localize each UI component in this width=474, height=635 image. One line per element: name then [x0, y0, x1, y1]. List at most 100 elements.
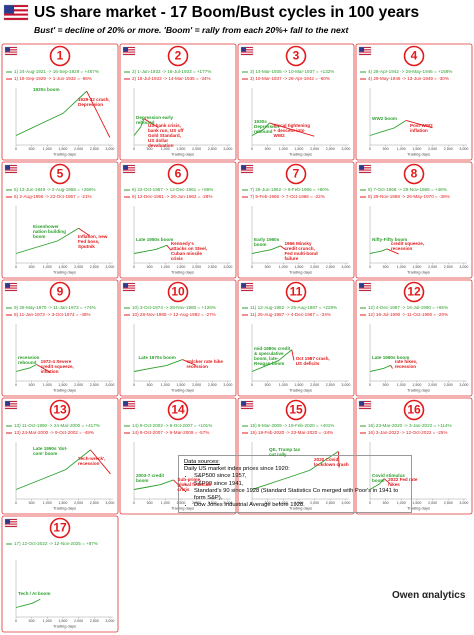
x-tick-label: 2,000 [192, 147, 201, 151]
flag-stripe [359, 285, 371, 287]
x-tick-label: 0 [369, 383, 371, 387]
annotation: 1972-4 Severe credit squeeze, inflation [40, 359, 74, 374]
x-axis-label: Trading days [289, 270, 312, 275]
annotation: 'tech-wreck', recession [78, 455, 106, 466]
series-line [166, 245, 172, 251]
flag-stripe [241, 402, 253, 404]
series-line [251, 245, 281, 254]
flag-stripe [359, 402, 371, 404]
series-line [369, 120, 407, 136]
flag-stripe [123, 169, 135, 171]
flag-stripe [241, 49, 253, 51]
flag-stripe [359, 169, 371, 171]
flag-canton [359, 283, 365, 288]
flag-stripe [5, 524, 17, 526]
panel-number: 9 [57, 285, 64, 299]
legend-entry: 7) 26-Jun-1962 -> 9-Feb-1966 = +80% [250, 187, 329, 192]
x-tick-label: 1,500 [176, 265, 185, 269]
x-tick-label: 2,000 [310, 265, 319, 269]
legend-entry: 1) 24-Aug-1921 -> 16-Sep-1929 = +467% [14, 69, 99, 74]
flag-canton [5, 47, 11, 52]
flag-stripe [5, 521, 17, 523]
number-circle [167, 45, 189, 67]
flag-stripe [123, 404, 135, 406]
x-tick-label: 0 [251, 383, 253, 387]
annotation: 1929-32 crash, Depression [78, 97, 110, 108]
x-tick-label: 1,000 [43, 265, 52, 269]
flag-stripe [241, 47, 253, 49]
x-axis-label: Trading days [407, 506, 430, 511]
annotation: Late 1950s boom [136, 237, 174, 242]
flag-border [358, 400, 372, 410]
sources-intro: Daily US market index prices since 1920: [184, 466, 290, 473]
flag-stripe [359, 53, 371, 55]
flag-stripe [123, 402, 135, 404]
x-tick-label: 1,500 [412, 147, 421, 151]
panel [1, 397, 119, 515]
series-line [390, 365, 393, 369]
flag-stripe [5, 520, 17, 522]
x-tick-label: 3,000 [105, 383, 114, 387]
x-tick-label: 0 [133, 147, 135, 151]
flag-stripe [359, 284, 371, 286]
number-circle [49, 517, 71, 539]
x-tick-label: 2,500 [208, 501, 217, 505]
legend-entry: 9) 26-May-1970 -> 11-Jan-1973 = +74% [14, 305, 96, 310]
flag-stripe [4, 9, 28, 12]
x-tick-label: 2,500 [444, 147, 453, 151]
panel [237, 279, 355, 397]
annotation: Fiscal tightening + descent into WW2 [273, 123, 311, 138]
x-tick-label: 1,000 [397, 501, 406, 505]
legend-entry: 2) 1-Jun-1932 -> 18-Jul-1933 = +177% [132, 69, 211, 74]
x-tick-label: 2,000 [310, 383, 319, 387]
legend-entry: 15) 19-Feb-2020 -> 23-Mar-2020 = -34% [250, 430, 333, 435]
x-tick-label: 0 [15, 147, 17, 151]
x-tick-label: 2,000 [74, 383, 83, 387]
flag-stripe [5, 167, 17, 169]
annotation: Post-WW2 inflation [409, 123, 433, 133]
flag-stripe [123, 49, 135, 51]
x-tick-label: 2,500 [90, 147, 99, 151]
series-line [369, 364, 391, 372]
x-tick-label: 500 [147, 501, 153, 505]
x-tick-label: 2,500 [444, 501, 453, 505]
annotation: 2022 Fed rate hikes [388, 477, 418, 487]
legend-entry: 12) 4-Dec-1987 -> 16-Jul-1990 = +65% [368, 305, 448, 310]
x-tick-label: 0 [369, 501, 371, 505]
x-axis-label: Trading days [407, 388, 430, 393]
x-tick-label: 3,000 [223, 383, 232, 387]
x-axis-label: Trading days [53, 270, 76, 275]
flag-stripe [359, 401, 371, 403]
flag-stripe [5, 407, 17, 409]
flag-canton [5, 519, 11, 524]
series-line [269, 122, 315, 137]
x-tick-label: 2,500 [326, 383, 335, 387]
flag-stripe [5, 522, 17, 524]
x-tick-label: 500 [29, 619, 35, 623]
legend-entry: 5) 13-Jun-1949 -> 2-Aug-1956 = +266% [14, 187, 96, 192]
flag-canton [241, 47, 247, 52]
flag-stripe [123, 50, 135, 52]
panel-number: 17 [53, 521, 67, 535]
x-tick-label: 1,000 [43, 501, 52, 505]
flag-stripe [241, 170, 253, 172]
x-tick-label: 2,000 [192, 265, 201, 269]
x-tick-label: 1,500 [412, 383, 421, 387]
x-tick-label: 1,000 [161, 265, 170, 269]
legend-entry: 16) 3-Jan-2022 -> 12-Oct-2022 = -25% [368, 430, 447, 435]
x-tick-label: 1,000 [279, 265, 288, 269]
flag-stripe [5, 284, 17, 286]
x-tick-label: 1,000 [161, 501, 170, 505]
flag-stripe [359, 405, 371, 407]
x-tick-label: 3,000 [223, 147, 232, 151]
legend-entry: 1) 16-Sep-1929 -> 1-Jun-1932 = -86% [14, 76, 92, 81]
annotation: Kennedy's attacks on Steel, Cuban missil… [170, 241, 208, 261]
flag-stripe [5, 289, 17, 291]
x-tick-label: 3,000 [459, 501, 468, 505]
x-tick-label: 2,500 [444, 383, 453, 387]
x-tick-label: 2,000 [310, 147, 319, 151]
number-circle [49, 45, 71, 67]
flag-stripe [241, 287, 253, 289]
panel-number: 7 [293, 167, 300, 181]
flag-stripe [241, 50, 253, 52]
